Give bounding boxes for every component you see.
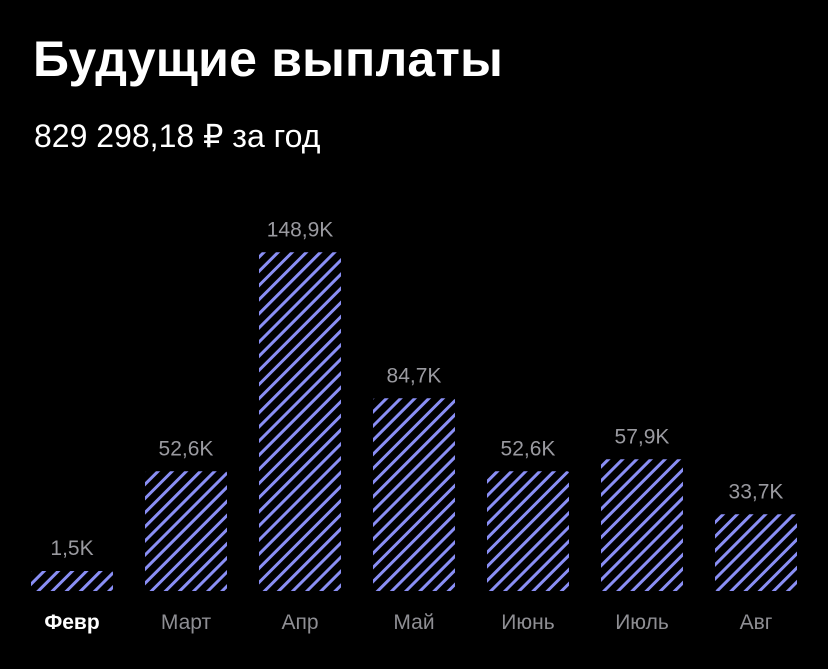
bar-6[interactable] [715,514,797,591]
month-label[interactable]: Март [161,611,212,634]
bar-1[interactable] [145,471,227,591]
bar-value-label: 1,5K [50,537,93,560]
bar-value-label: 84,7K [387,364,442,387]
bar-2[interactable] [259,252,341,592]
page-title: Будущие выплаты [33,31,504,87]
bar-3[interactable] [373,398,455,591]
bar-value-label: 52,6K [159,437,214,460]
bar-0[interactable] [31,571,113,591]
bar-value-label: 148,9K [267,218,334,241]
month-label[interactable]: Июль [615,611,669,634]
month-label[interactable]: Май [393,611,434,634]
yearly-total: 829 298,18 ₽ за год [34,118,321,154]
bar-value-label: 33,7K [729,480,784,503]
month-label[interactable]: Февр [44,611,99,634]
bar-5[interactable] [601,459,683,591]
month-label[interactable]: Июнь [501,611,554,634]
month-label[interactable]: Авг [740,611,773,634]
bar-4[interactable] [487,471,569,591]
month-label[interactable]: Апр [281,611,318,634]
bar-value-label: 52,6K [501,437,556,460]
bar-value-label: 57,9K [615,425,670,448]
